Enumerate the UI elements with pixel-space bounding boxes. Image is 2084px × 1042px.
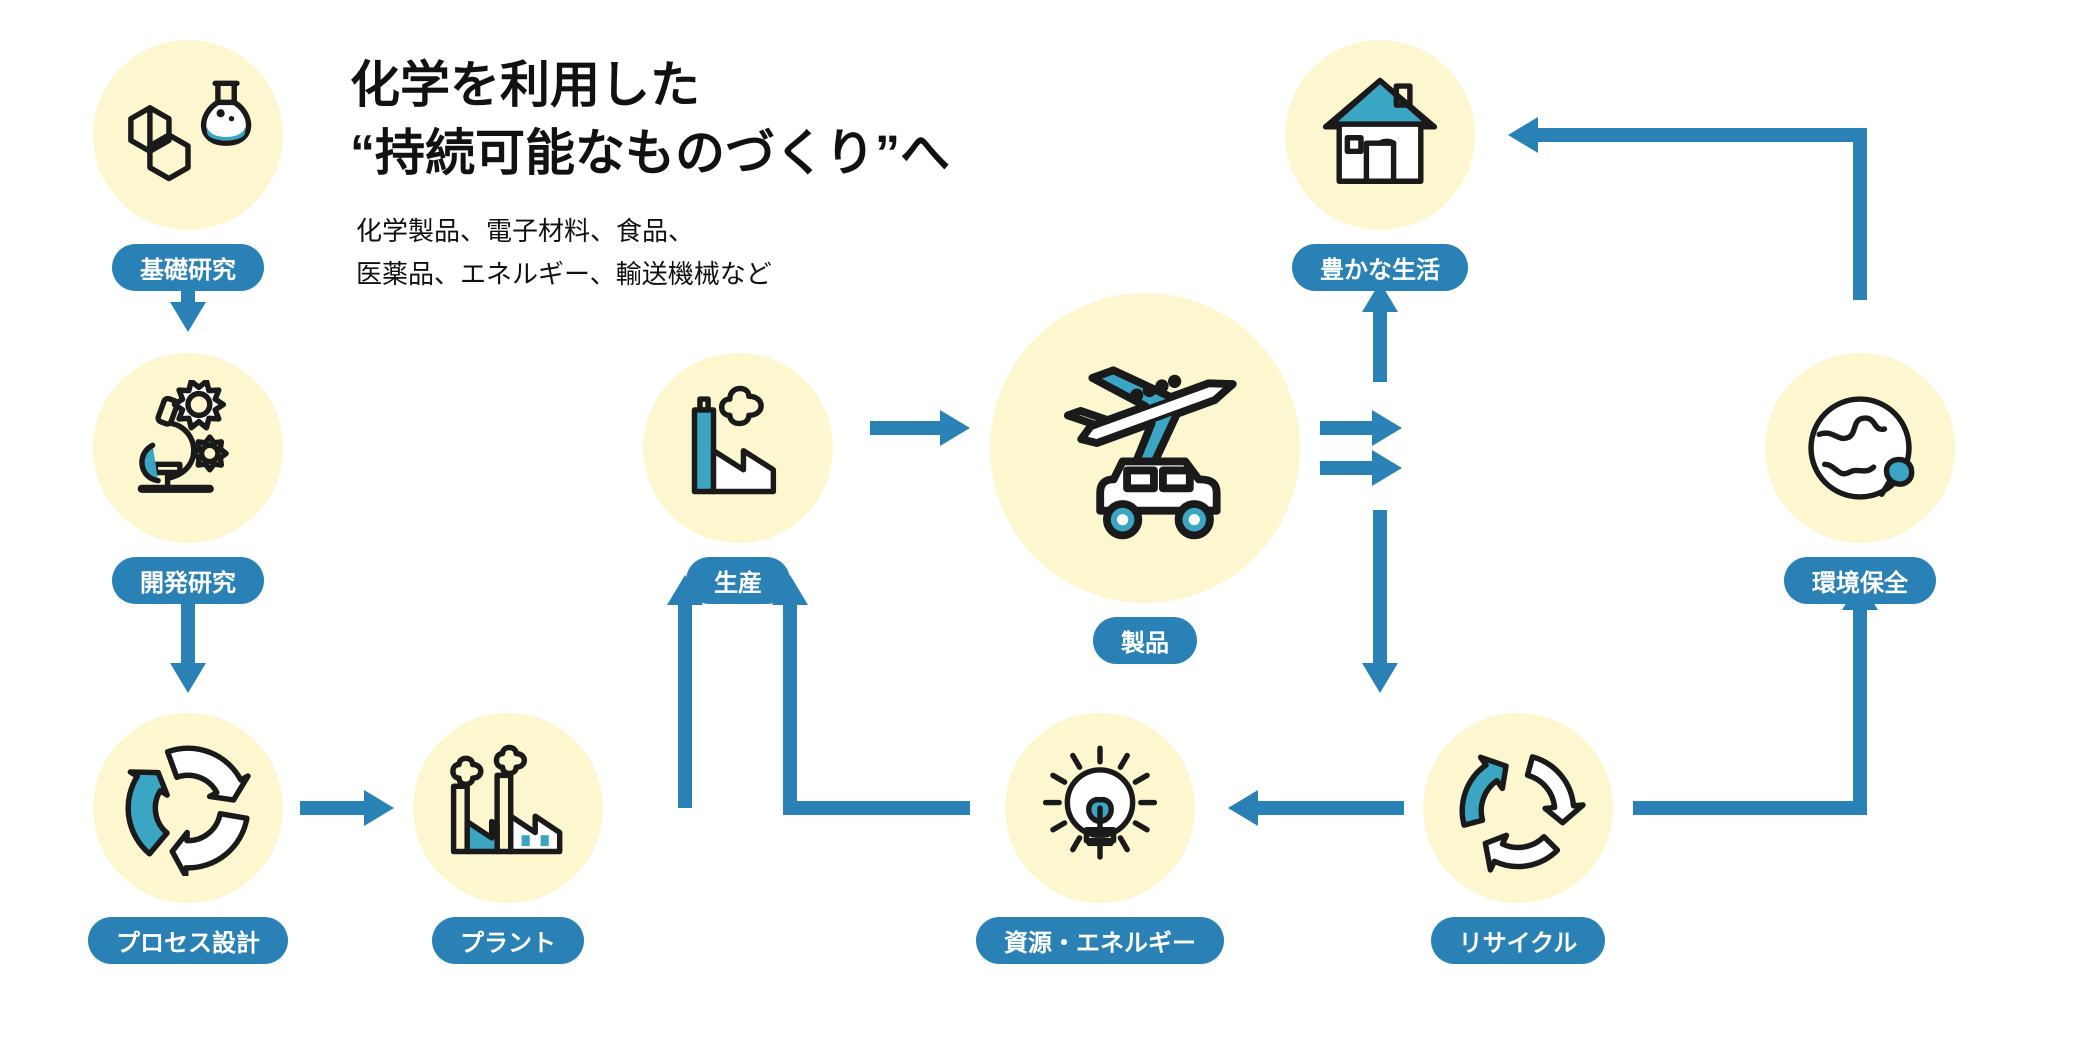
cycle-arrows-icon bbox=[93, 713, 283, 903]
node-basic-research: 基礎研究 bbox=[93, 40, 283, 291]
node-process-design: プロセス設計 bbox=[93, 713, 283, 964]
flask-molecule-icon bbox=[93, 40, 283, 230]
node-recycle: リサイクル bbox=[1423, 713, 1613, 964]
microscope-gears-icon bbox=[93, 353, 283, 543]
node-label: 資源・エネルギー bbox=[976, 917, 1224, 964]
factory-complex-icon bbox=[413, 713, 603, 903]
page-title: 化学を利用した “持続可能なものづくり”へ bbox=[350, 52, 950, 187]
diagram-canvas: 化学を利用した “持続可能なものづくり”へ 化学製品、電子材料、食品、 医薬品、… bbox=[0, 0, 2084, 1042]
page-subtitle: 化学製品、電子材料、食品、 医薬品、エネルギー、輸送機械など bbox=[356, 210, 772, 296]
node-environment: 環境保全 bbox=[1765, 353, 1955, 604]
lightbulb-leaf-icon bbox=[1005, 713, 1195, 903]
node-dev-research: 開発研究 bbox=[93, 353, 283, 604]
node-label: リサイクル bbox=[1431, 917, 1606, 964]
node-label: 製品 bbox=[1093, 617, 1197, 664]
title-line-2: “持続可能なものづくり”へ bbox=[350, 120, 950, 188]
node-label: プロセス設計 bbox=[88, 917, 288, 964]
node-label: 基礎研究 bbox=[112, 244, 264, 291]
earth-leaf-icon bbox=[1765, 353, 1955, 543]
node-rich-life: 豊かな生活 bbox=[1285, 40, 1475, 291]
node-production: 生産 bbox=[643, 353, 833, 604]
node-label: 環境保全 bbox=[1784, 557, 1936, 604]
node-label: プラント bbox=[432, 917, 584, 964]
recycle-triangle-icon bbox=[1423, 713, 1613, 903]
node-label: 開発研究 bbox=[112, 557, 264, 604]
subtitle-line-1: 化学製品、電子材料、食品、 bbox=[356, 210, 772, 253]
subtitle-line-2: 医薬品、エネルギー、輸送機械など bbox=[356, 253, 772, 296]
title-line-1: 化学を利用した bbox=[350, 52, 950, 120]
house-icon bbox=[1285, 40, 1475, 230]
node-resources-energy: 資源・エネルギー bbox=[1005, 713, 1195, 964]
node-label: 生産 bbox=[686, 557, 790, 604]
node-plant: プラント bbox=[413, 713, 603, 964]
airplane-car-icon bbox=[990, 293, 1300, 603]
factory-single-icon bbox=[643, 353, 833, 543]
node-products: 製品 bbox=[990, 293, 1300, 664]
node-label: 豊かな生活 bbox=[1292, 244, 1468, 291]
